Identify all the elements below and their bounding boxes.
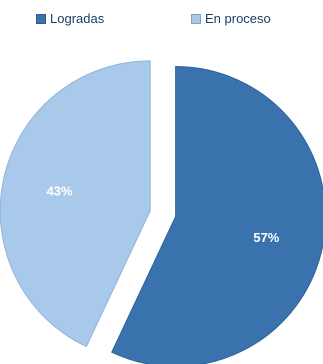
legend-swatch-logradas — [36, 13, 46, 24]
pie-slice-en-proceso — [0, 60, 151, 348]
legend-item-en-proceso: En proceso — [191, 11, 271, 26]
legend-swatch-en-proceso — [191, 13, 201, 24]
pie-slice-logradas — [111, 65, 323, 364]
chart-legend: Logradas En proceso — [0, 11, 323, 31]
legend-label-logradas: Logradas — [50, 11, 105, 26]
legend-label-en-proceso: En proceso — [205, 11, 271, 26]
legend-item-logradas: Logradas — [36, 11, 104, 26]
slice-label-logradas: 57% — [253, 230, 279, 245]
slice-label-en-proceso: 43% — [46, 184, 72, 199]
